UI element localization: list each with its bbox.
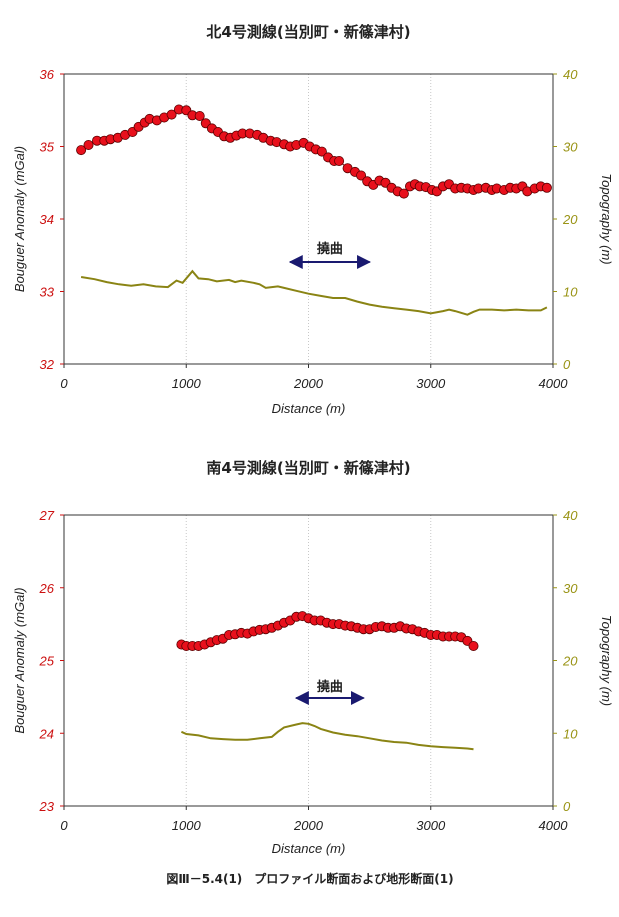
y-tick-label: 36: [40, 67, 55, 82]
x-tick-label: 0: [60, 818, 68, 833]
plot-frame: [64, 515, 553, 806]
y2-tick-label: 30: [563, 581, 578, 596]
topography-line: [181, 723, 473, 749]
y-tick-label: 25: [39, 654, 55, 669]
y2-tick-label: 0: [563, 357, 571, 372]
y2-axis-label: Topography (m): [599, 173, 614, 264]
chart-south-line: 南4号測線(当別町・新篠津村) 23 24 25 26 27 0 10 20 30 40 0 1000 2…: [12, 459, 614, 856]
flexure-label: 撓曲: [317, 679, 343, 695]
y-axis-label: Bouguer Anomaly (mGal): [12, 587, 27, 733]
y-tick-label: 27: [39, 508, 55, 523]
x-tick-label: 1000: [172, 818, 202, 833]
x-tick-label: 4000: [539, 818, 569, 833]
y2-tick-label: 10: [563, 726, 578, 741]
x-tick-label: 2000: [293, 818, 324, 833]
x-tick-label: 1000: [172, 376, 202, 391]
y2-tick-label: 20: [562, 212, 578, 227]
y2-tick-label: 0: [563, 799, 571, 814]
chart-title: 北4号測線(当別町・新篠津村): [206, 23, 410, 41]
anomaly-point: [469, 641, 478, 650]
y-tick-label: 26: [39, 581, 55, 596]
chart-north-line: 北4号測線(当別町・新篠津村) 32 33 34 35 36 0 10 20 30 40 0 1000 2…: [12, 23, 614, 416]
x-tick-label: 4000: [539, 376, 569, 391]
y-tick-label: 24: [39, 726, 54, 741]
topography-line: [81, 271, 547, 315]
y2-tick-label: 10: [563, 285, 578, 300]
x-axis-label: Distance (m): [272, 841, 346, 856]
anomaly-point: [335, 156, 344, 165]
y2-tick-label: 20: [562, 654, 578, 669]
y-tick-label: 35: [40, 140, 55, 155]
y2-tick-label: 40: [563, 67, 578, 82]
y2-tick-label: 30: [563, 140, 578, 155]
flexure-label: 撓曲: [317, 241, 343, 257]
figure-caption: 図Ⅲ－5.4(1) プロファイル断面および地形断面(1): [166, 871, 453, 886]
y2-tick-label: 40: [563, 508, 578, 523]
y-tick-label: 32: [40, 357, 55, 372]
chart-title: 南4号測線(当別町・新篠津村): [206, 459, 410, 477]
y2-axis-label: Topography (m): [599, 615, 614, 706]
y-tick-label: 23: [39, 799, 55, 814]
x-tick-label: 2000: [293, 376, 324, 391]
y-tick-label: 33: [40, 285, 55, 300]
y-tick-label: 34: [40, 212, 54, 227]
anomaly-point: [542, 183, 551, 192]
x-tick-label: 3000: [416, 376, 446, 391]
x-tick-label: 3000: [416, 818, 446, 833]
x-tick-label: 0: [60, 376, 68, 391]
anomaly-point: [84, 140, 93, 149]
y-axis-label: Bouguer Anomaly (mGal): [12, 146, 27, 292]
x-axis-label: Distance (m): [272, 401, 346, 416]
